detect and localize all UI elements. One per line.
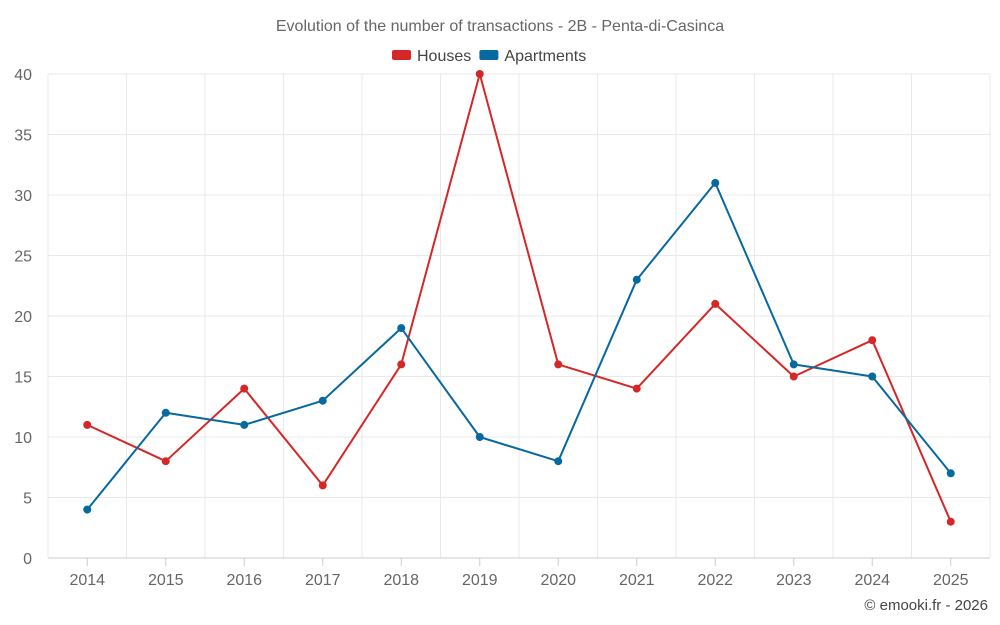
data-point-apartments[interactable]	[789, 360, 798, 369]
data-point-houses[interactable]	[83, 420, 92, 429]
x-tick-label: 2023	[776, 572, 812, 589]
data-point-houses[interactable]	[397, 360, 406, 369]
legend-swatch-houses	[392, 50, 411, 60]
x-tick-label: 2019	[462, 572, 498, 589]
series-houses	[83, 70, 955, 526]
data-point-houses[interactable]	[711, 299, 720, 308]
y-tick-label: 30	[14, 188, 32, 205]
x-tick-label: 2025	[933, 572, 969, 589]
data-point-apartments[interactable]	[632, 275, 641, 284]
legend-item-houses[interactable]: Houses	[392, 48, 471, 65]
y-tick-label: 15	[14, 370, 32, 387]
data-point-houses[interactable]	[554, 360, 563, 369]
data-point-houses[interactable]	[240, 384, 249, 393]
legend-label-apartments: Apartments	[504, 48, 586, 65]
chart-title: Evolution of the number of transactions …	[276, 18, 724, 35]
x-tick-label: 2014	[69, 572, 105, 589]
series-layer	[83, 70, 955, 526]
data-point-houses[interactable]	[946, 517, 955, 526]
y-tick-label: 10	[14, 430, 32, 447]
series-line-houses	[86, 73, 952, 523]
x-tick-label: 2021	[619, 572, 655, 589]
data-point-houses[interactable]	[161, 457, 170, 466]
data-point-apartments[interactable]	[318, 396, 327, 405]
data-point-apartments[interactable]	[240, 420, 249, 429]
series-line-apartments	[86, 181, 952, 511]
data-point-apartments[interactable]	[83, 505, 92, 514]
x-tick-label: 2017	[305, 572, 341, 589]
credit-text: © emooki.fr - 2026	[864, 597, 988, 614]
data-point-apartments[interactable]	[554, 457, 563, 466]
data-point-apartments[interactable]	[397, 324, 406, 333]
series-apartments	[83, 178, 955, 514]
legend-label-houses: Houses	[417, 48, 471, 65]
data-point-apartments[interactable]	[475, 433, 484, 441]
data-point-houses[interactable]	[318, 481, 327, 490]
y-tick-label: 0	[23, 551, 32, 568]
x-tick-label: 2022	[697, 572, 733, 589]
x-tick-label: 2015	[148, 572, 184, 589]
data-point-apartments[interactable]	[711, 178, 720, 187]
y-tick-label: 25	[14, 249, 32, 266]
legend-item-apartments[interactable]: Apartments	[479, 48, 586, 65]
y-tick-label: 20	[14, 309, 32, 326]
data-point-houses[interactable]	[868, 336, 877, 345]
legend-swatch-apartments	[479, 50, 499, 60]
x-tick-label: 2024	[854, 572, 890, 589]
legend[interactable]: Houses Apartments	[392, 48, 586, 65]
data-point-houses[interactable]	[632, 384, 641, 393]
grid	[47, 73, 991, 559]
x-tick-label: 2018	[383, 572, 419, 589]
x-tick-label: 2016	[226, 572, 262, 589]
y-tick-label: 5	[23, 491, 32, 508]
data-point-apartments[interactable]	[868, 372, 877, 381]
data-point-houses[interactable]	[475, 70, 484, 78]
data-point-houses[interactable]	[789, 372, 798, 381]
data-point-apartments[interactable]	[946, 469, 955, 478]
y-tick-label: 40	[14, 67, 32, 84]
x-tick-label: 2020	[540, 572, 576, 589]
data-point-apartments[interactable]	[161, 408, 170, 417]
y-tick-label: 35	[14, 128, 32, 145]
